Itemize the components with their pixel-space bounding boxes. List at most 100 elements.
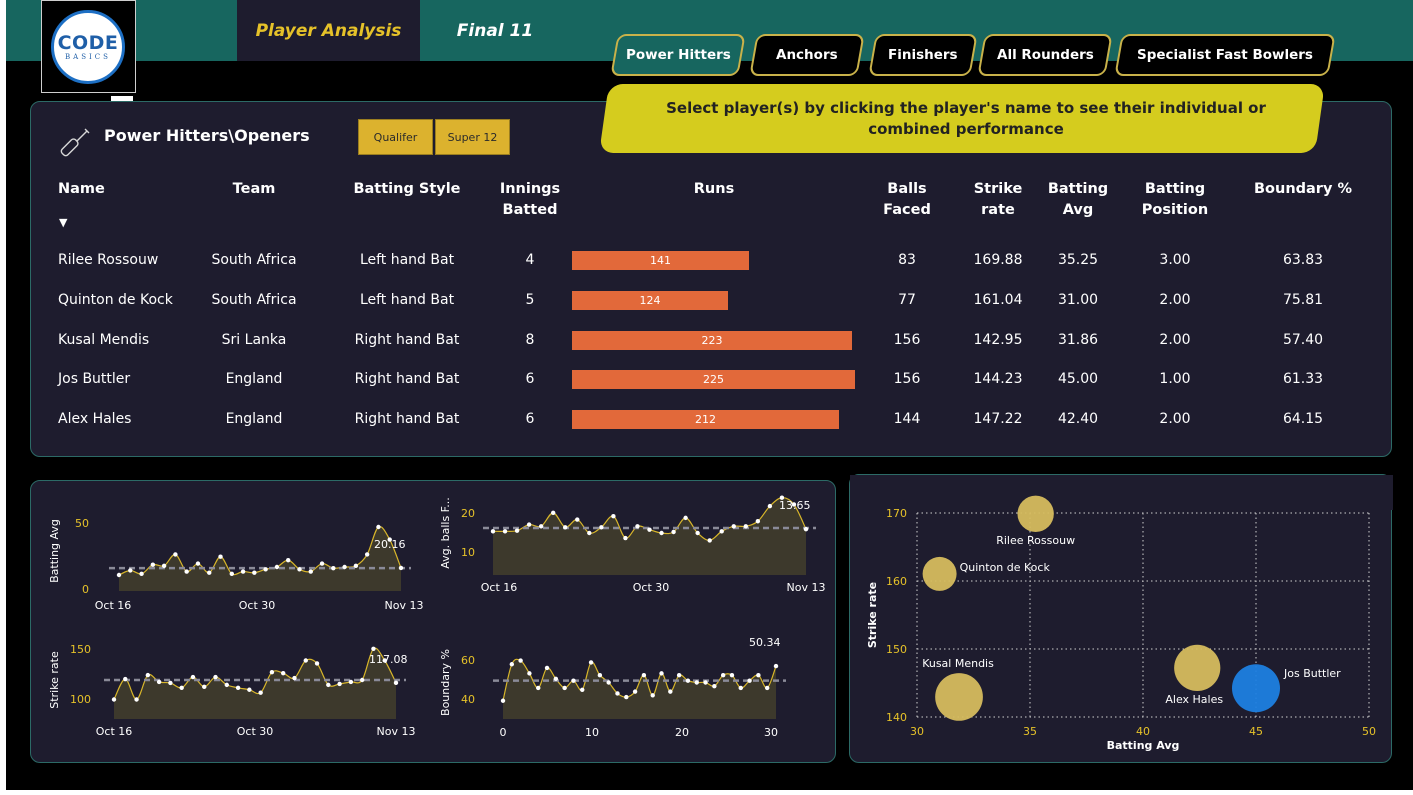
trend-chart-2: 13.65 Avg. balls F... 10 20 Oct 16 Oct 30 Nov … <box>439 495 825 594</box>
category-finishers-button[interactable]: Finishers <box>868 34 978 76</box>
y-tick-label: 40 <box>461 693 475 706</box>
player-name-cell[interactable]: Jos Buttler <box>58 371 131 388</box>
boundary-pct-cell: 57.40 <box>1282 331 1324 348</box>
data-point <box>218 554 223 559</box>
batting-avg-cell: 31.00 <box>1057 291 1099 308</box>
batting-avg-cell: 35.25 <box>1057 252 1099 268</box>
boundary-pct-cell: 64.15 <box>1282 411 1324 428</box>
category-all-rounders-button[interactable]: All Rounders <box>977 34 1113 76</box>
data-point <box>509 662 515 667</box>
last-value-label: 13.65 <box>779 499 811 512</box>
batting-position-cell: 2.00 <box>1159 331 1191 348</box>
data-point <box>490 529 496 534</box>
data-point <box>393 680 399 686</box>
data-point <box>207 570 212 575</box>
data-point <box>683 515 688 521</box>
trend-chart-4: 50.34 Boundary % 40 60 0 10 20 30 <box>439 636 786 739</box>
data-point <box>342 564 347 570</box>
table-title: Power Hitters\Openers <box>104 126 310 145</box>
data-point <box>767 503 773 509</box>
header-batting-style[interactable]: Batting Style <box>353 181 461 197</box>
data-point <box>731 524 736 529</box>
y-tick-label: 140 <box>886 711 907 724</box>
runs-bar: 141 <box>572 251 749 270</box>
x-tick-label: 35 <box>1023 725 1037 738</box>
batting-style-cell: Right hand Bat <box>354 411 460 428</box>
data-point <box>779 495 785 500</box>
last-value-label: 117.08 <box>369 653 408 666</box>
data-point <box>353 563 359 569</box>
bubble-label: Rilee Rossouw <box>996 534 1075 547</box>
y-axis-label: Batting Avg <box>48 519 61 583</box>
header-batting-avg[interactable]: Batting Avg <box>1047 181 1109 218</box>
data-point <box>756 673 761 678</box>
batting-position-cell: 3.00 <box>1159 252 1191 268</box>
strike-rate-cell: 144.23 <box>973 371 1023 388</box>
sort-down-icon[interactable]: ▼ <box>59 216 68 229</box>
y-tick-label: 20 <box>461 507 475 520</box>
info-banner-text: Select player(s) by clicking the player'… <box>666 99 1266 138</box>
data-point <box>326 682 331 688</box>
strike-rate-cell: 161.04 <box>973 291 1023 308</box>
data-point <box>563 525 568 530</box>
batting-position-cell: 1.00 <box>1159 371 1191 388</box>
y-axis-label: Boundary % <box>439 649 452 716</box>
data-point <box>755 519 761 524</box>
header-innings-batted[interactable]: Innings Batted <box>499 181 561 218</box>
data-point <box>235 685 241 690</box>
trend-area <box>493 497 806 575</box>
category-anchors-button[interactable]: Anchors <box>749 34 865 76</box>
header-boundary-pct[interactable]: Boundary % <box>1253 181 1352 197</box>
codebasics-logo: CODE BASICS <box>51 10 125 84</box>
header-balls-faced[interactable]: Balls Faced <box>883 181 931 218</box>
y-tick-label: 10 <box>461 546 475 559</box>
scatter-chart-panel: 30 35 40 45 50 Batting Avg Strike rate Rilee Ro… <box>849 474 1393 763</box>
category-specialist-fast-bowlers-button[interactable]: Specialist Fast Bowlers <box>1114 34 1336 76</box>
data-point <box>348 679 354 685</box>
data-point <box>195 561 201 566</box>
player-name-cell[interactable]: Rilee Rossouw <box>58 252 159 268</box>
team-cell: England <box>225 411 283 428</box>
category-label: All Rounders <box>996 47 1094 63</box>
batting-avg-cell: 45.00 <box>1057 371 1099 388</box>
tab-player-analysis[interactable]: Player Analysis <box>237 0 420 61</box>
logo-line2: BASICS <box>65 53 111 61</box>
team-cell: Sri Lanka <box>221 331 287 348</box>
player-name-cell[interactable]: Quinton de Kock <box>58 291 173 308</box>
header-name[interactable]: Name <box>58 181 105 197</box>
data-point <box>281 670 286 676</box>
player-name-cell[interactable]: Alex Hales <box>58 411 132 428</box>
data-point <box>258 690 263 695</box>
balls-faced-cell: 83 <box>898 252 916 268</box>
data-point <box>371 646 376 651</box>
runs-bar: 223 <box>572 330 852 350</box>
data-point <box>611 514 616 519</box>
data-point <box>527 671 532 676</box>
data-point <box>719 529 724 534</box>
data-point <box>274 564 280 570</box>
category-power-hitters-button[interactable]: Power Hitters <box>610 34 746 76</box>
batting-avg-cell: 42.40 <box>1057 411 1099 428</box>
data-point <box>500 698 506 703</box>
data-point <box>676 673 682 678</box>
header-strike-rate[interactable]: Strike rate <box>973 181 1023 218</box>
y-tick-label: 170 <box>886 507 907 520</box>
data-point <box>139 571 144 577</box>
filter-qualifier-button[interactable]: Qualifer <box>358 119 433 155</box>
player-bubble <box>1174 644 1221 692</box>
y-tick-label: 150 <box>70 643 91 656</box>
x-tick-label: Oct 16 <box>95 599 132 612</box>
data-point <box>562 685 567 691</box>
header-runs[interactable]: Runs <box>693 181 735 197</box>
x-tick-label: 0 <box>500 726 507 739</box>
header-batting-position[interactable]: Batting Position <box>1141 181 1209 218</box>
balls-faced-cell: 77 <box>898 291 916 308</box>
header-team[interactable]: Team <box>232 181 276 197</box>
filter-super12-button[interactable]: Super 12 <box>435 119 510 155</box>
tab-final-11[interactable]: Final 11 <box>456 20 534 41</box>
player-name-cell[interactable]: Kusal Mendis <box>58 331 150 348</box>
scatter-chart: 30 35 40 45 50 Batting Avg Strike rate Rilee Ro… <box>850 475 1393 752</box>
logo-frame[interactable]: CODE BASICS <box>41 0 136 93</box>
y-tick-label: 60 <box>461 654 475 667</box>
data-point <box>538 524 544 529</box>
